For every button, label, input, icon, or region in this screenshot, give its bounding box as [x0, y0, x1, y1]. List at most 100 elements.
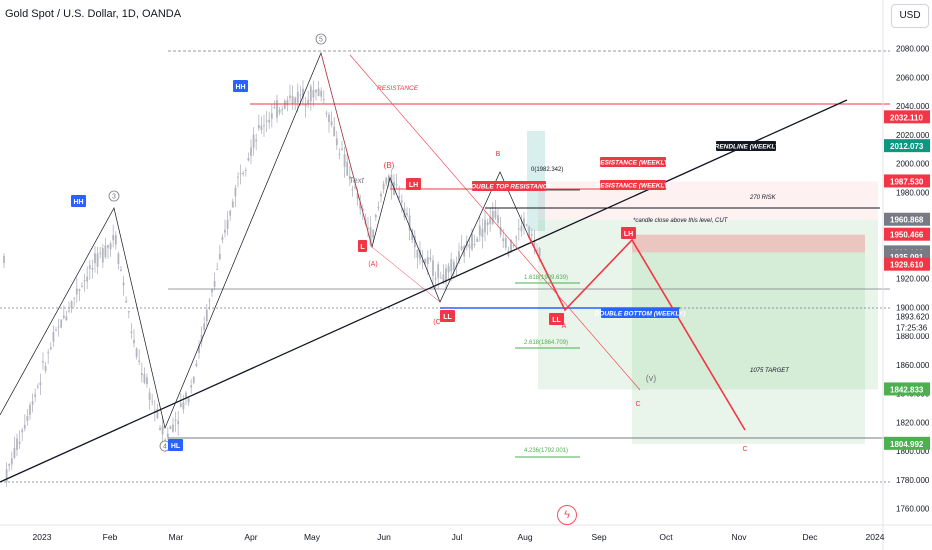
price-tick-13: 2020.000 — [896, 131, 930, 140]
candle-body — [471, 233, 473, 250]
candle-body — [213, 280, 216, 287]
candle-body — [369, 227, 372, 245]
lh-badge-text: LH — [409, 182, 418, 189]
candle — [231, 198, 234, 208]
target-label: 1075 TARGET — [750, 368, 790, 374]
price-tag-label: 1804.992 — [890, 440, 924, 449]
candle-body — [10, 458, 13, 465]
candle-body — [372, 229, 375, 238]
candle — [190, 379, 193, 394]
candle-body — [52, 332, 55, 342]
candle-body — [523, 218, 525, 227]
candle-body — [268, 119, 271, 123]
candle — [122, 276, 125, 296]
candle-body — [55, 329, 57, 331]
currency-button[interactable]: USD — [891, 4, 929, 28]
price-tick-8: 1920.000 — [896, 275, 930, 284]
candle — [125, 296, 128, 303]
candle-body — [257, 124, 260, 129]
text-label: Text — [349, 176, 365, 185]
price-tag-label: 1950.466 — [890, 231, 924, 240]
wave-a-label: A — [562, 323, 567, 330]
candle — [36, 383, 39, 390]
candle — [34, 388, 37, 402]
candle-body — [348, 176, 351, 180]
candle-body — [36, 386, 39, 388]
candle-body — [538, 247, 541, 257]
double-bottom-box-label: DOUBLE BOTTOM (WEEKLY) — [595, 311, 686, 318]
double-top-box: DOUBLE TOP RESISTANCE — [466, 181, 552, 191]
candle-body — [44, 365, 47, 371]
candle — [328, 112, 330, 133]
candle-body — [426, 256, 429, 265]
candle-body — [489, 216, 492, 225]
ll-badge-text: LL — [443, 314, 452, 321]
candle-body — [260, 125, 263, 130]
candle-body — [356, 193, 359, 200]
candle — [330, 111, 333, 128]
trendline-box-label: TRENDLINE (WEEKLY) — [711, 144, 782, 151]
candle — [135, 347, 138, 360]
candle — [224, 219, 226, 238]
wave-b-label: B — [496, 151, 501, 158]
candle-body — [528, 226, 531, 237]
candle-body — [320, 90, 323, 97]
candle — [398, 185, 401, 201]
trendline-box-bg — [716, 141, 776, 151]
wave-c-label: C — [635, 401, 640, 408]
candle-body — [406, 213, 408, 216]
candle — [385, 177, 388, 186]
candle — [481, 218, 484, 249]
candle-body — [21, 429, 24, 433]
wave-path-red — [320, 52, 441, 303]
candle — [31, 393, 34, 413]
candle-body — [421, 260, 424, 263]
candle — [127, 310, 130, 319]
candle — [49, 342, 52, 351]
candle — [452, 259, 455, 279]
resistance-weekly-box-2-label: RESISTANCE (WEEKLY) — [596, 183, 671, 190]
candle-body — [460, 246, 463, 250]
hh-badge-2: HH — [71, 195, 86, 207]
candle-body — [341, 148, 343, 150]
price-tag-label: 1960.868 — [890, 216, 924, 225]
candle — [476, 236, 479, 243]
wave-3-label-ring — [108, 190, 120, 202]
candle-body — [515, 237, 518, 239]
flash-icon[interactable]: ϟ — [557, 505, 577, 525]
candle-body — [473, 244, 476, 246]
price-tag-bg — [884, 436, 930, 450]
candle — [494, 200, 497, 221]
ll-badge-2-text: LL — [552, 317, 561, 324]
candle — [211, 288, 213, 297]
candle — [3, 253, 5, 269]
candle — [302, 80, 304, 106]
candle — [62, 305, 65, 320]
time-tick-2: Mar — [169, 532, 184, 542]
candle — [187, 396, 190, 407]
candle — [130, 323, 133, 339]
candle — [112, 224, 115, 248]
candle-body — [533, 240, 536, 247]
price-tag-bg — [884, 110, 930, 124]
candle — [346, 153, 349, 176]
candle-body — [286, 100, 289, 106]
candle-body — [408, 215, 411, 231]
candle — [530, 228, 533, 242]
drawings-layer: RESISTANCE RESISTANCE (WEEKLY) RESISTANCE … — [0, 33, 890, 483]
candle-body — [450, 259, 453, 272]
fib-label-1618: 1.618(1909.639) — [524, 275, 568, 281]
candle-body — [312, 89, 315, 98]
candle-body — [140, 373, 143, 376]
candle-body — [377, 206, 380, 208]
candle — [81, 282, 83, 288]
price-tag-bg — [884, 310, 930, 334]
candle — [312, 80, 315, 107]
candle-body — [517, 228, 520, 230]
candle — [517, 218, 520, 241]
risk-zone-2 — [632, 234, 865, 253]
candle-body — [57, 326, 60, 328]
time-tick-10: Nov — [731, 532, 747, 542]
candle-body — [398, 195, 401, 198]
